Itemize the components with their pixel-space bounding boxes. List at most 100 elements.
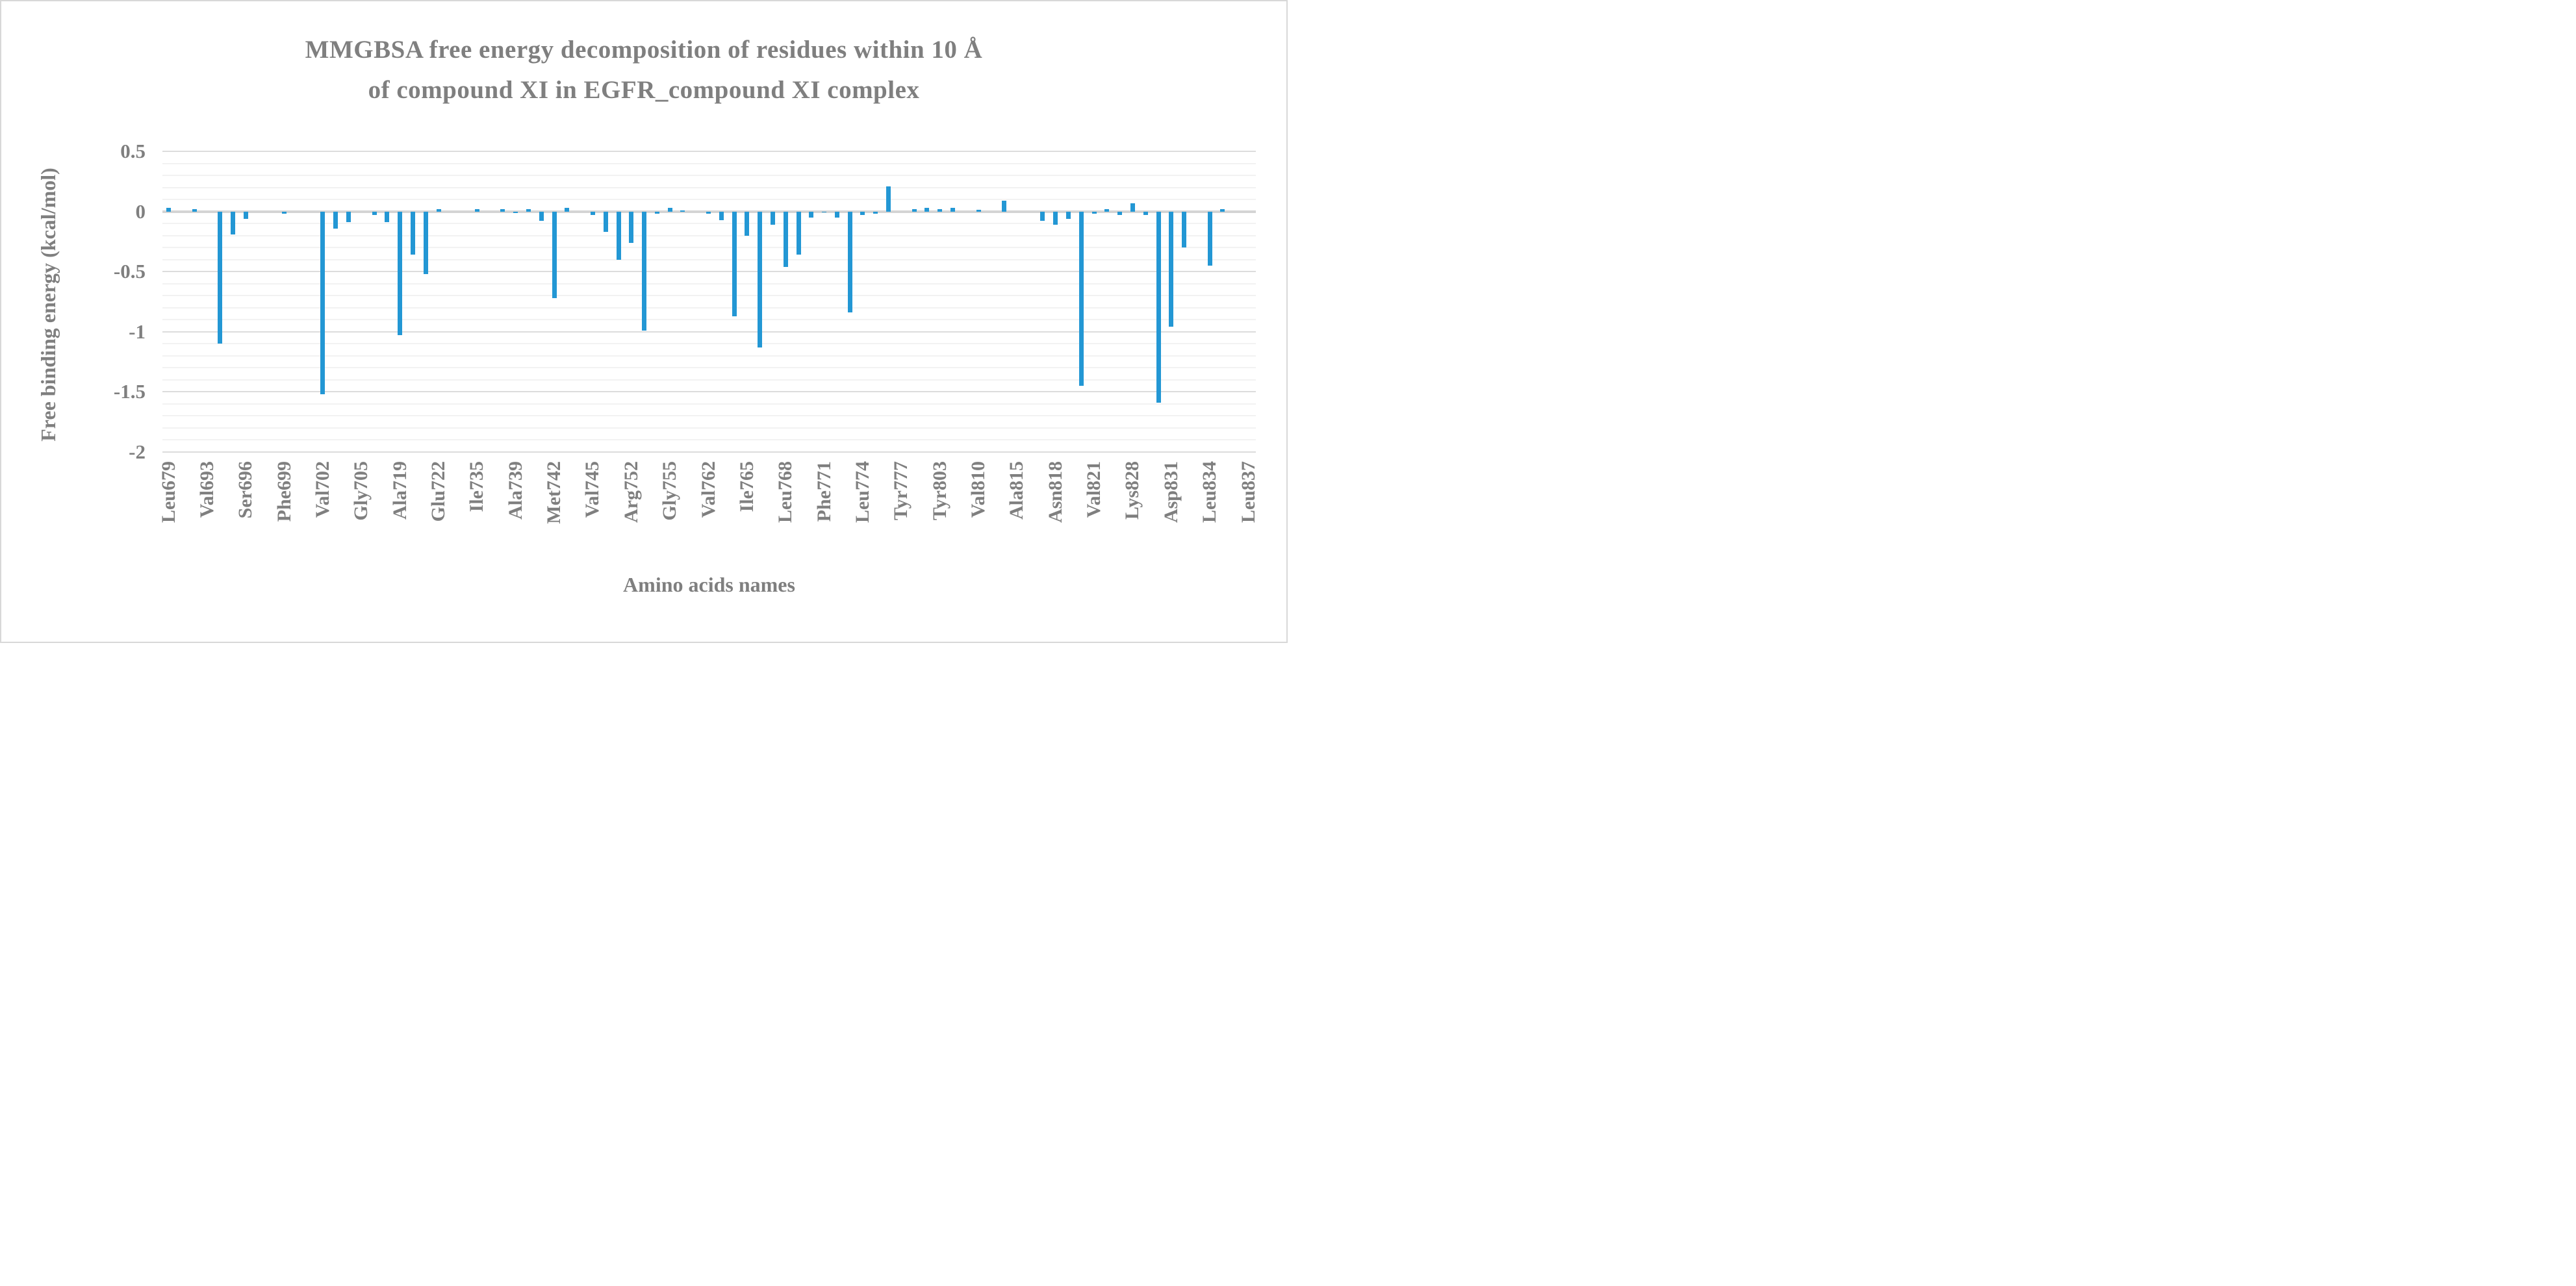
x-tick-label-Tyr803: Tyr803 [928,461,950,521]
bar-category-69 [1053,211,1058,225]
x-tick-label-Val810: Val810 [967,461,989,518]
x-tick-label-Asp831: Asp831 [1160,461,1182,523]
bar-category-72 [1091,211,1097,214]
bar-category-37 [642,211,647,331]
minor-gridline [162,307,1256,309]
bar-category-12 [320,211,325,395]
x-tick-label-Phe771: Phe771 [813,461,835,522]
x-tick-label-Leu837: Leu837 [1237,461,1259,523]
minor-gridline [162,439,1256,441]
x-tick-label-Phe699: Phe699 [273,461,295,522]
bar-category-39 [667,208,672,212]
bar-category-54 [860,211,865,216]
bar-category-55 [873,211,878,214]
minor-gridline [162,223,1256,225]
x-tick-label-Leu774: Leu774 [851,461,873,523]
x-tick-label-Val693: Val693 [196,461,218,518]
x-tick-label-Arg752: Arg752 [620,461,642,523]
x-tick-label-Leu679: Leu679 [157,461,179,523]
bar-category-56 [886,186,891,212]
bar-category-18 [398,211,403,336]
x-tick-label-Leu834: Leu834 [1199,461,1221,523]
x-tick-label-Tyr777: Tyr777 [890,461,912,521]
minor-gridline [162,162,1256,164]
minor-gridline [162,186,1256,188]
bar-category-29 [539,211,544,221]
minor-gridline [162,427,1256,429]
bar-category-36 [629,211,634,243]
bar-category-0 [166,208,171,212]
bar-category-58 [912,208,917,212]
bar-category-81 [1207,211,1212,266]
bar-category-24 [474,208,479,212]
bar-category-73 [1104,208,1110,212]
minor-gridline [162,319,1256,321]
major-gridline [162,151,1256,152]
bar-category-40 [680,210,685,212]
bar-category-19 [410,211,415,255]
x-tick-label-Ala719: Ala719 [389,461,411,520]
bar-category-50 [809,211,814,218]
x-tick-label-Val762: Val762 [697,461,719,518]
x-tick-label-Val702: Val702 [311,461,333,518]
bar-category-21 [436,208,441,212]
bar-category-44 [732,211,737,316]
bar-category-9 [282,211,287,214]
major-gridline [162,451,1256,453]
y-tick-label: -1.5 [113,380,146,403]
x-tick-label-Met742: Met742 [543,461,565,524]
x-tick-label-Ala815: Ala815 [1006,461,1028,520]
bar-category-46 [758,211,763,347]
x-tick-label-Val745: Val745 [581,461,604,518]
bar-category-60 [937,208,943,212]
x-tick-label-Ser696: Ser696 [235,461,257,519]
bar-category-74 [1117,211,1123,216]
bar-category-71 [1078,211,1084,386]
bar-category-59 [925,208,930,212]
x-tick-label-Lys828: Lys828 [1121,461,1143,520]
bar-category-53 [847,211,852,313]
bar-category-5 [230,211,235,234]
bar-category-79 [1182,211,1187,248]
x-tick-label-Ile765: Ile765 [735,461,758,512]
minor-gridline [162,234,1256,236]
bar-category-76 [1143,211,1148,216]
bar-category-65 [1002,200,1007,212]
bar-category-34 [603,211,608,233]
bar-category-13 [333,211,338,229]
y-tick-label: -2 [129,440,146,463]
bar-category-14 [346,211,351,223]
bar-category-51 [822,211,827,213]
bar-category-47 [770,211,775,225]
minor-gridline [162,355,1256,357]
minor-gridline [162,175,1256,177]
plot-area: 0.5 0 -0.5 -1 -1.5 -2 Leu679 Val693 Ser696 Phe699… [1,1,1286,642]
minor-gridline [162,199,1256,201]
x-tick-label-Leu768: Leu768 [774,461,797,523]
bar-category-48 [783,211,788,267]
bar-category-33 [590,211,595,216]
bar-category-82 [1220,208,1225,212]
bar-category-63 [976,209,981,212]
bar-category-4 [218,211,223,344]
major-gridline [162,391,1256,393]
x-tick-label-Glu722: Glu722 [427,461,449,522]
x-axis-title: Amino acids names [623,573,795,596]
bar-category-45 [745,211,750,236]
chart-title-line1: MMGBSA free energy decomposition of resi… [305,36,983,64]
bar-category-27 [513,211,518,214]
x-tick-label-Gly755: Gly755 [659,461,681,521]
x-tick-label-Asn818: Asn818 [1044,461,1066,523]
bar-category-70 [1066,211,1071,219]
bar-category-78 [1169,211,1174,327]
bar-category-75 [1130,203,1135,212]
bar-category-49 [796,211,801,255]
bar-category-26 [500,208,505,212]
major-gridline [162,271,1256,273]
bar-category-31 [565,208,570,212]
bar-category-42 [706,211,711,214]
x-tick-label-Gly705: Gly705 [350,461,372,521]
minor-gridline [162,343,1256,345]
minor-gridline [162,415,1256,417]
bar-category-35 [616,211,621,260]
